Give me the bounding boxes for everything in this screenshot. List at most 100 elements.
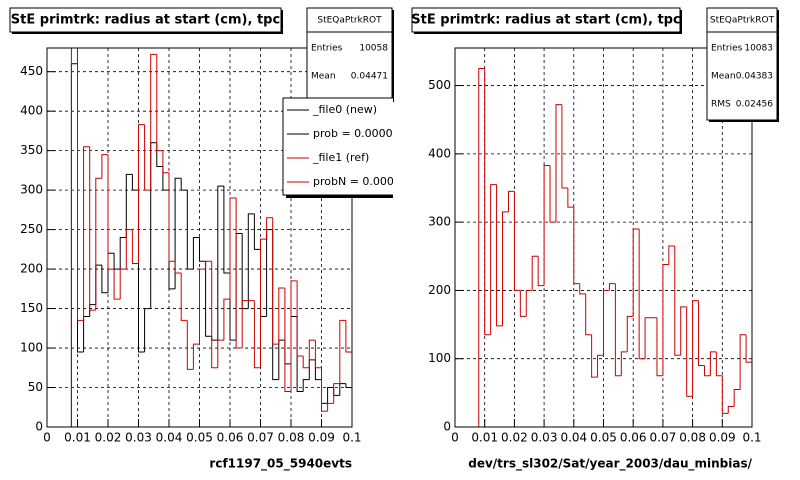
histogram-bin <box>302 379 310 392</box>
stats-box <box>706 7 778 121</box>
chart-title: StE primtrk: radius at start (cm), tpc <box>411 13 680 28</box>
histogram-bin <box>260 238 267 368</box>
frame <box>455 48 752 427</box>
histogram-bin <box>229 197 237 300</box>
x-tick-label: 0.05 <box>590 431 617 445</box>
histogram-bin <box>745 334 752 427</box>
x-axis-label: rcf1197_05_5940evts <box>209 457 352 472</box>
y-tick-label: 400 <box>20 104 43 118</box>
histogram-bin <box>680 306 687 356</box>
histogram-bin <box>284 288 291 392</box>
histogram-bin <box>89 146 96 311</box>
x-tick-label: 0.04 <box>560 431 587 445</box>
histogram-bin <box>247 213 255 309</box>
histogram-bin <box>113 269 121 300</box>
legend-label: prob = 0.000000 <box>313 127 407 140</box>
x-tick-label: 0.03 <box>125 431 152 445</box>
histogram-bin <box>739 334 747 390</box>
histogram-bin <box>217 185 224 341</box>
x-tick-label: 0.02 <box>95 431 122 445</box>
histogram-bin <box>290 280 298 392</box>
histogram-bin <box>614 283 622 377</box>
histogram-bin <box>70 48 72 427</box>
histogram-bin <box>180 273 188 321</box>
legend: _file0 (new) prob = 0.000000 _file1 (ref) p… <box>282 97 407 198</box>
y-tick-label: 0 <box>443 420 451 434</box>
histogram-bin <box>686 306 693 397</box>
histogram-bin <box>223 186 230 274</box>
frame-border <box>46 47 353 428</box>
histogram-bin <box>101 265 108 294</box>
y-tick-label: 0 <box>35 420 43 434</box>
y-tick-label: 100 <box>428 351 451 365</box>
x-tick-label: 0.01 <box>471 431 498 445</box>
y-tick-label: 250 <box>20 222 43 236</box>
histogram-bin <box>703 365 711 377</box>
histogram-bin <box>507 190 515 212</box>
histogram-bin <box>308 339 316 368</box>
x-tick-label: 0.08 <box>679 431 706 445</box>
histogram-bin <box>253 213 261 250</box>
histogram-bin <box>217 339 224 368</box>
y-tick-label: 450 <box>20 64 43 78</box>
x-tick-label: 0 <box>43 431 51 445</box>
histogram-bin <box>144 124 151 191</box>
histogram-bin <box>235 198 243 349</box>
histogram-bin <box>156 54 163 152</box>
histogram-bin <box>561 104 568 189</box>
histogram-bin <box>192 237 200 270</box>
stats-title: StEQaPtrkROT <box>710 16 775 26</box>
histogram-bin <box>525 289 533 317</box>
histogram-bin <box>125 173 133 238</box>
stats-label: Entries <box>311 44 343 54</box>
histogram-bin <box>162 150 169 174</box>
histogram-bin <box>345 383 352 427</box>
histogram-bin <box>555 104 562 223</box>
x-tick-label: 0.08 <box>278 431 305 445</box>
histogram-bin <box>199 237 206 262</box>
legend-label: _file0 (new) <box>312 103 377 116</box>
x-tick-label: 0 <box>451 431 459 445</box>
legend-label: _file1 (ref) <box>312 151 369 164</box>
histogram-bin <box>211 261 218 369</box>
histogram-bin <box>186 190 194 270</box>
stats-label: Mean <box>711 72 736 82</box>
histogram-bin <box>327 387 334 404</box>
y-tick-label: 100 <box>20 341 43 355</box>
histogram-bin <box>608 283 616 291</box>
histogram-bin <box>83 146 90 321</box>
histogram-bin <box>496 184 503 327</box>
x-tick-label: 0.06 <box>217 431 244 445</box>
histogram-bin <box>333 383 340 404</box>
y-tick-label: 150 <box>20 301 43 315</box>
histogram-bin <box>490 184 497 335</box>
stats-value: 0.02456 <box>736 100 773 110</box>
histogram-bin <box>174 177 182 289</box>
histogram-bin <box>662 263 669 376</box>
histogram-bin <box>150 53 157 191</box>
histogram-bin <box>205 261 212 337</box>
title-box <box>411 7 681 33</box>
histogram-bin <box>107 154 115 270</box>
histogram-bin <box>591 334 598 378</box>
histogram-bin <box>314 340 322 369</box>
histogram-bin <box>573 207 580 285</box>
histogram-bin <box>253 300 261 369</box>
histogram-bin <box>205 260 212 270</box>
histogram-bin <box>603 289 610 356</box>
histogram-bin <box>537 256 545 287</box>
y-tick-label: 350 <box>20 143 43 157</box>
x-tick-label: 0.07 <box>247 431 274 445</box>
histogram-bin <box>531 255 539 291</box>
x-tick-label: 0.1 <box>742 431 761 445</box>
x-tick-label: 0.1 <box>342 431 361 445</box>
histogram-bin <box>296 280 304 357</box>
histogram-bin <box>733 388 741 407</box>
x-tick-label: 0.07 <box>650 431 677 445</box>
y-tick-label: 200 <box>428 283 451 297</box>
x-tick-label: 0.02 <box>501 431 528 445</box>
histogram-bin <box>567 187 574 208</box>
stats-title: StEQaPtrkROT <box>317 16 382 26</box>
stats-label: Mean <box>311 72 336 82</box>
